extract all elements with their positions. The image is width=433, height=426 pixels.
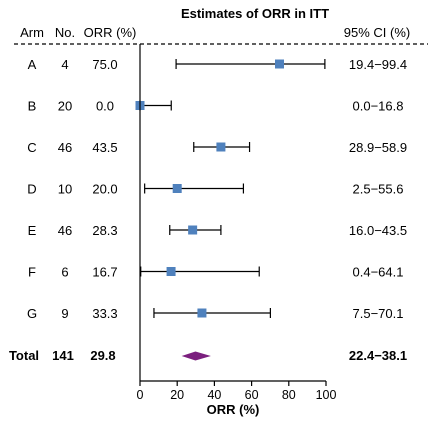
header-orr: ORR (%) [84, 25, 137, 40]
forest-row: E 46 28.3 16.0−43.5 [28, 223, 407, 238]
orr-marker [216, 142, 226, 152]
forest-row: D 10 20.0 2.5−55.6 [27, 182, 403, 197]
x-tick-label: 80 [282, 388, 296, 402]
total-diamond [181, 351, 211, 361]
total-arm: Total [9, 348, 39, 363]
row-orr: 28.3 [92, 223, 117, 238]
total-orr: 29.8 [90, 348, 115, 363]
total-row: Total 141 29.8 22.4−38.1 [9, 348, 407, 363]
orr-marker [166, 267, 176, 276]
row-arm: D [27, 182, 36, 197]
forest-row: F 6 16.7 0.4−64.1 [28, 265, 403, 280]
orr-marker [197, 308, 207, 318]
row-orr: 33.3 [92, 306, 117, 321]
row-n: 4 [61, 57, 68, 72]
row-ci: 28.9−58.9 [349, 140, 407, 155]
forest-row: B 20 0.0 0.0−16.8 [28, 99, 404, 114]
row-arm: G [27, 306, 37, 321]
row-orr: 75.0 [92, 57, 117, 72]
x-tick-label: 0 [137, 388, 144, 402]
row-orr: 20.0 [92, 182, 117, 197]
header-ci: 95% CI (%) [344, 25, 410, 40]
x-ticks: 0 20 40 60 80 100 [137, 381, 337, 402]
row-n: 46 [58, 223, 72, 238]
orr-marker [188, 225, 198, 235]
forest-row: C 46 43.5 28.9−58.9 [27, 140, 407, 155]
row-ci: 0.0−16.8 [353, 99, 404, 114]
row-arm: B [28, 99, 37, 114]
row-n: 9 [61, 306, 68, 321]
header-n: No. [55, 25, 75, 40]
row-ci: 0.4−64.1 [353, 265, 404, 280]
orr-marker [275, 59, 284, 69]
row-ci: 2.5−55.6 [353, 182, 404, 197]
x-tick-label: 100 [316, 388, 337, 402]
row-n: 6 [61, 265, 68, 280]
row-n: 20 [58, 99, 72, 114]
total-n: 141 [52, 348, 74, 363]
row-orr: 0.0 [96, 99, 114, 114]
row-orr: 16.7 [92, 265, 117, 280]
row-n: 46 [58, 140, 72, 155]
row-ci: 16.0−43.5 [349, 223, 407, 238]
row-orr: 43.5 [92, 140, 117, 155]
row-arm: E [28, 223, 37, 238]
forest-row: G 9 33.3 7.5−70.1 [27, 306, 404, 321]
row-ci: 19.4−99.4 [349, 57, 407, 72]
row-arm: F [28, 265, 36, 280]
header-arm: Arm [20, 25, 44, 40]
row-n: 10 [58, 182, 72, 197]
rows-layer: A 4 75.0 19.4−99.4 B 20 0.0 0.0−16.8 C 46 43.5 28.9… [27, 57, 407, 321]
orr-marker [172, 184, 182, 193]
x-tick-label: 40 [207, 388, 221, 402]
total-ci: 22.4−38.1 [349, 348, 407, 363]
x-tick-label: 60 [245, 388, 259, 402]
x-tick-label: 20 [170, 388, 184, 402]
row-arm: C [27, 140, 36, 155]
row-arm: A [28, 57, 37, 72]
row-ci: 7.5−70.1 [353, 306, 404, 321]
chart-title: Estimates of ORR in ITT [181, 6, 329, 21]
forest-row: A 4 75.0 19.4−99.4 [28, 57, 407, 72]
x-axis-label: ORR (%) [207, 402, 260, 417]
